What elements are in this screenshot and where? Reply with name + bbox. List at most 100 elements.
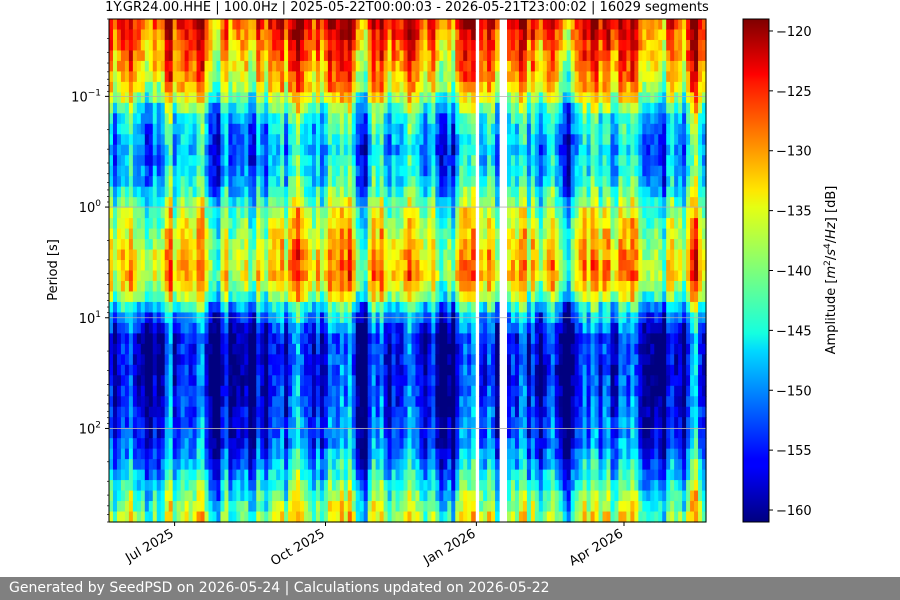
heatmap-cell: [367, 280, 373, 293]
heatmap-cell: [411, 427, 417, 439]
heatmap-cell: [335, 427, 341, 439]
heatmap-cell: [204, 427, 210, 439]
heatmap-cell: [120, 448, 126, 460]
heatmap-cell: [507, 29, 512, 41]
heatmap-cell: [204, 448, 210, 460]
heatmap-cell: [300, 81, 305, 93]
heatmap-cell: [387, 239, 393, 251]
heatmap-cell: [507, 375, 512, 387]
heatmap-cell: [224, 81, 229, 93]
heatmap-cell: [379, 364, 385, 376]
heatmap-cell: [451, 459, 456, 471]
heatmap-cell: [164, 50, 170, 62]
heatmap-cell: [260, 228, 265, 240]
heatmap-cell: [323, 438, 329, 450]
heatmap-cell: [487, 60, 492, 72]
heatmap-cell: [359, 511, 365, 523]
heatmap-cell: [343, 186, 349, 198]
heatmap-cell: [363, 438, 369, 450]
heatmap-cell: [399, 197, 405, 209]
heatmap-cell: [268, 301, 273, 314]
heatmap-cell: [112, 228, 118, 240]
heatmap-cell: [292, 480, 297, 492]
heatmap-cell: [403, 71, 409, 83]
heatmap-cell: [367, 113, 373, 125]
heatmap-cell: [514, 480, 520, 492]
heatmap-cell: [339, 165, 345, 177]
heatmap-cell: [284, 291, 289, 303]
heatmap-cell: [411, 260, 417, 272]
heatmap-cell: [260, 490, 265, 502]
heatmap-cell: [292, 81, 297, 93]
heatmap-cell: [168, 417, 174, 429]
heatmap-cell: [339, 480, 345, 492]
heatmap-cell: [268, 459, 273, 471]
heatmap-cell: [514, 364, 520, 376]
heatmap-cell: [220, 207, 226, 219]
heatmap-cell: [514, 249, 520, 261]
heatmap-cell: [264, 144, 269, 156]
heatmap-cell: [136, 144, 142, 156]
heatmap-cell: [375, 207, 381, 219]
heatmap-cell: [375, 29, 381, 41]
heatmap-cell: [507, 176, 512, 188]
heatmap-cell: [300, 176, 305, 188]
heatmap-cell: [288, 155, 293, 167]
heatmap-cell: [439, 322, 444, 334]
heatmap-cell: [447, 60, 452, 72]
heatmap-cell: [522, 50, 528, 62]
heatmap-cell: [232, 480, 237, 492]
heatmap-cell: [323, 364, 329, 376]
heatmap-cell: [431, 469, 436, 481]
heatmap-cell: [240, 81, 245, 93]
heatmap-cell: [323, 354, 329, 366]
heatmap-cell: [208, 459, 214, 471]
heatmap-cell: [491, 60, 496, 72]
heatmap-cell: [311, 333, 317, 345]
heatmap-cell: [200, 50, 206, 62]
heatmap-cell: [435, 218, 440, 230]
heatmap-cell: [248, 448, 253, 460]
heatmap-cell: [355, 385, 361, 397]
heatmap-cell: [112, 144, 118, 156]
heatmap-cell: [459, 123, 464, 135]
heatmap-cell: [491, 19, 496, 31]
heatmap-cell: [311, 81, 317, 93]
heatmap-cell: [335, 144, 341, 156]
heatmap-cell: [323, 511, 329, 523]
heatmap-cell: [116, 29, 122, 41]
heatmap-cell: [196, 270, 202, 282]
heatmap-cell: [363, 249, 369, 261]
heatmap-cell: [479, 165, 484, 177]
heatmap-cell: [260, 511, 265, 523]
heatmap-cell: [383, 301, 389, 314]
heatmap-cell: [387, 176, 393, 188]
heatmap-cell: [323, 165, 329, 177]
heatmap-cell: [327, 322, 333, 334]
heatmap-cell: [443, 438, 448, 450]
heatmap-cell: [439, 50, 444, 62]
heatmap-cell: [327, 92, 333, 104]
heatmap-cell: [311, 29, 317, 41]
heatmap-cell: [323, 155, 329, 167]
heatmap-cell: [240, 123, 245, 135]
heatmap-cell: [479, 134, 484, 146]
heatmap-cell: [335, 291, 341, 303]
heatmap-cell: [411, 71, 417, 83]
heatmap-cell: [284, 60, 289, 72]
heatmap-cell: [315, 39, 321, 52]
heatmap-cell: [268, 29, 273, 41]
heatmap-cell: [518, 501, 524, 513]
heatmap-cell: [148, 260, 154, 272]
heatmap-cell: [268, 270, 273, 282]
heatmap-cell: [248, 469, 253, 481]
heatmap-cell: [168, 81, 174, 93]
heatmap-cell: [518, 270, 524, 282]
heatmap-cell: [319, 176, 325, 188]
heatmap-cell: [120, 92, 126, 104]
heatmap-cell: [379, 249, 385, 261]
heatmap-cell: [268, 354, 273, 366]
heatmap-cell: [196, 375, 202, 387]
heatmap-cell: [148, 165, 154, 177]
heatmap-cell: [156, 50, 162, 62]
